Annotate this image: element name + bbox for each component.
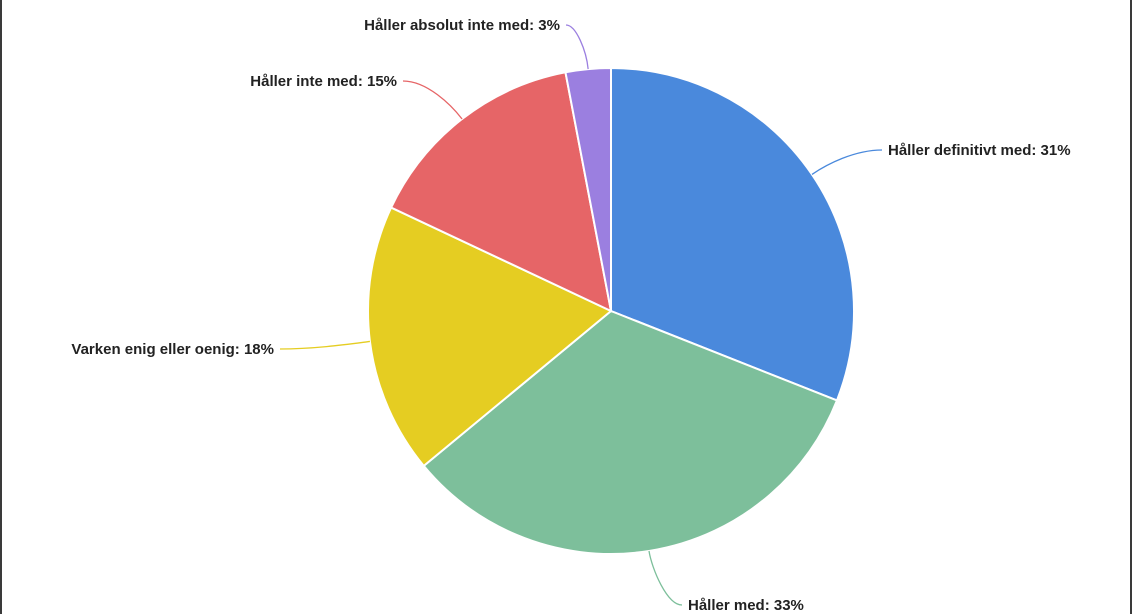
pie-slice-4 xyxy=(389,71,613,313)
label-connector-5 xyxy=(565,24,589,70)
pie-slice-2 xyxy=(422,309,839,555)
label-connector-2 xyxy=(648,550,683,606)
pie-slices xyxy=(367,66,855,555)
slice-label-3: Varken enig eller oenig: 18% xyxy=(71,341,274,358)
label-connector-3 xyxy=(279,340,370,350)
label-connectors xyxy=(279,24,883,606)
slice-labels: Håller definitivt med: 31% Håller med: 33… xyxy=(71,17,1070,614)
slice-label-5: Håller absolut inte med: 3% xyxy=(364,17,560,34)
slice-label-4: Håller inte med: 15% xyxy=(250,73,397,90)
slice-label-1: Håller definitivt med: 31% xyxy=(888,142,1071,159)
label-connector-1 xyxy=(811,149,883,175)
slice-label-2: Håller med: 33% xyxy=(688,597,804,614)
label-connector-4 xyxy=(402,80,463,120)
pie-slice-1 xyxy=(610,66,855,402)
